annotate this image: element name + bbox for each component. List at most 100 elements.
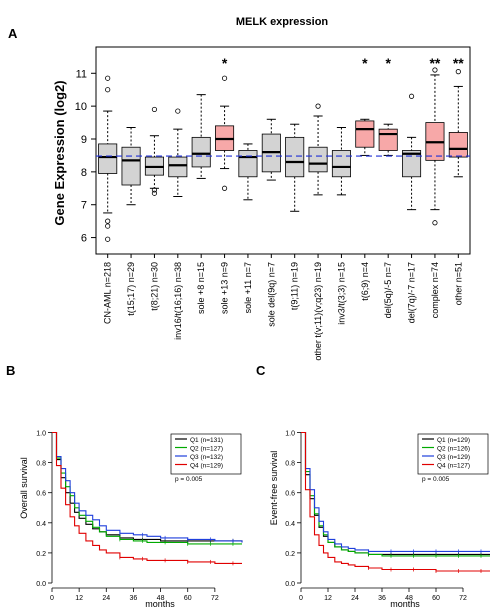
x-tick-label: 12	[75, 595, 83, 602]
box-outlier	[105, 218, 111, 224]
x-category-label: t(15;17) n=29	[126, 262, 136, 316]
boxplot-title: MELK expression	[236, 16, 329, 28]
box	[378, 128, 398, 151]
box-outlier	[221, 75, 228, 81]
box-outlier	[105, 223, 111, 229]
x-tick-label: 48	[157, 595, 165, 602]
x-category-label: CN-AML n=218	[103, 262, 113, 324]
x-category-label: complex n=74	[430, 262, 440, 318]
legend-label: Q2 (n=126)	[437, 446, 470, 453]
box-outlier	[105, 75, 111, 81]
x-category-label: other t(v;11)(v;q23) n=19	[313, 262, 323, 361]
box-outlier	[151, 187, 158, 193]
p-value-annotation: p = 0.005	[422, 476, 450, 483]
legend-label: Q3 (n=129)	[437, 454, 470, 461]
y-tick-label: 0.2	[285, 551, 295, 558]
x-category-label: inv16/t(16;16) n=38	[173, 262, 183, 340]
box	[402, 150, 422, 178]
panel-b-label: B	[6, 363, 15, 378]
x-category-label: inv3/t(3;3) n=15	[336, 262, 346, 325]
box	[355, 120, 375, 148]
box-outlier	[432, 220, 438, 226]
x-category-label: sole +13 n=9	[220, 262, 230, 314]
x-tick-label: 60	[432, 595, 440, 602]
plot-frame	[95, 46, 471, 255]
y-tick-label: 9	[81, 134, 87, 146]
survival-curve	[301, 431, 490, 557]
significance-marker: *	[222, 55, 228, 71]
x-tick-label: 60	[184, 595, 192, 602]
x-tick-label: 24	[102, 595, 110, 602]
x-tick-label: 36	[130, 595, 138, 602]
box	[331, 150, 351, 178]
y-tick-label: 11	[76, 68, 87, 80]
box-outlier	[151, 190, 158, 196]
survival-curve	[301, 431, 490, 552]
x-category-label: sole +11 n=7	[243, 262, 253, 313]
box-outlier	[105, 87, 111, 93]
panel-c-label: C	[256, 363, 266, 378]
y-tick-label: 7	[81, 200, 87, 212]
significance-marker: **	[453, 55, 464, 71]
boxplot-chart: 6 7 8 9 10 11 CN-AML n=218 t(15;17) n=29 t(8;21)…	[75, 46, 471, 361]
survival-curve	[52, 431, 242, 564]
x-tick-label: 0	[299, 595, 303, 602]
km-b-ylabel: Overall survival	[19, 457, 29, 519]
y-tick-label: 8	[81, 167, 87, 179]
x-category-label: t(8;21) n=30	[149, 262, 159, 311]
y-tick-label: 10	[75, 101, 87, 113]
km-overall-survival-chart: 0.0 0.2 0.4 0.6 0.8 1.0 0 12 24 36 48 60 72 Q1 (n=131…	[36, 431, 243, 602]
legend-label: Q2 (n=127)	[190, 446, 223, 453]
x-tick-label: 0	[50, 595, 54, 602]
legend-box	[170, 433, 242, 475]
x-tick-label: 24	[351, 595, 359, 602]
x-category-label: t(9;11) n=19	[290, 262, 300, 310]
y-tick-label: 0.0	[36, 581, 46, 588]
legend-label: Q1 (n=131)	[190, 437, 223, 444]
box-outlier	[151, 106, 158, 113]
y-tick-label: 0.4	[36, 521, 46, 528]
box	[168, 156, 188, 178]
y-tick-label: 0.6	[36, 491, 46, 498]
legend-label: Q4 (n=127)	[437, 463, 470, 470]
legend-label: Q1 (n=129)	[437, 437, 470, 444]
x-tick-label: 48	[405, 595, 413, 602]
x-category-label: t(6;9) n=4	[360, 262, 370, 301]
x-category-label: sole +8 n=15	[196, 262, 206, 314]
box-outlier	[105, 236, 111, 242]
legend-label: Q4 (n=129)	[190, 463, 223, 470]
y-tick-label: 1.0	[36, 431, 46, 438]
boxplot-ylabel: Gene Expression (log2)	[52, 80, 67, 225]
legend-label: Q3 (n=132)	[190, 454, 223, 461]
box-outlier	[432, 67, 438, 73]
box	[121, 146, 141, 186]
y-tick-label: 6	[81, 233, 87, 245]
box	[98, 143, 118, 174]
box-outlier	[408, 93, 415, 99]
x-tick-label: 36	[378, 595, 386, 602]
y-tick-label: 0.2	[36, 551, 46, 558]
significance-marker: *	[385, 55, 391, 71]
x-category-label: sole del(9q) n=7	[266, 262, 276, 327]
significance-marker: **	[429, 55, 440, 71]
y-tick-label: 1.0	[285, 431, 295, 438]
km-b-xlabel: months	[145, 599, 175, 609]
x-tick-label: 72	[211, 595, 219, 602]
survival-curve	[301, 431, 490, 572]
x-tick-label: 12	[324, 595, 332, 602]
significance-marker: *	[362, 55, 368, 71]
y-tick-label: 0.4	[285, 521, 295, 528]
y-tick-label: 0.8	[36, 461, 46, 468]
box-outlier	[315, 103, 321, 109]
box	[238, 150, 258, 178]
km-c-xlabel: months	[390, 599, 420, 609]
km-c-ylabel: Event-free survival	[269, 451, 279, 526]
y-tick-label: 0.6	[285, 491, 295, 498]
box	[308, 146, 328, 173]
box-outlier	[221, 185, 228, 191]
x-tick-label: 72	[459, 595, 467, 602]
box-outlier	[175, 108, 181, 114]
km-event-free-survival-chart: 0.0 0.2 0.4 0.6 0.8 1.0 0 12 24 36 48 60 72 Q1 (n=129…	[285, 431, 490, 602]
y-tick-label: 0.8	[285, 461, 295, 468]
